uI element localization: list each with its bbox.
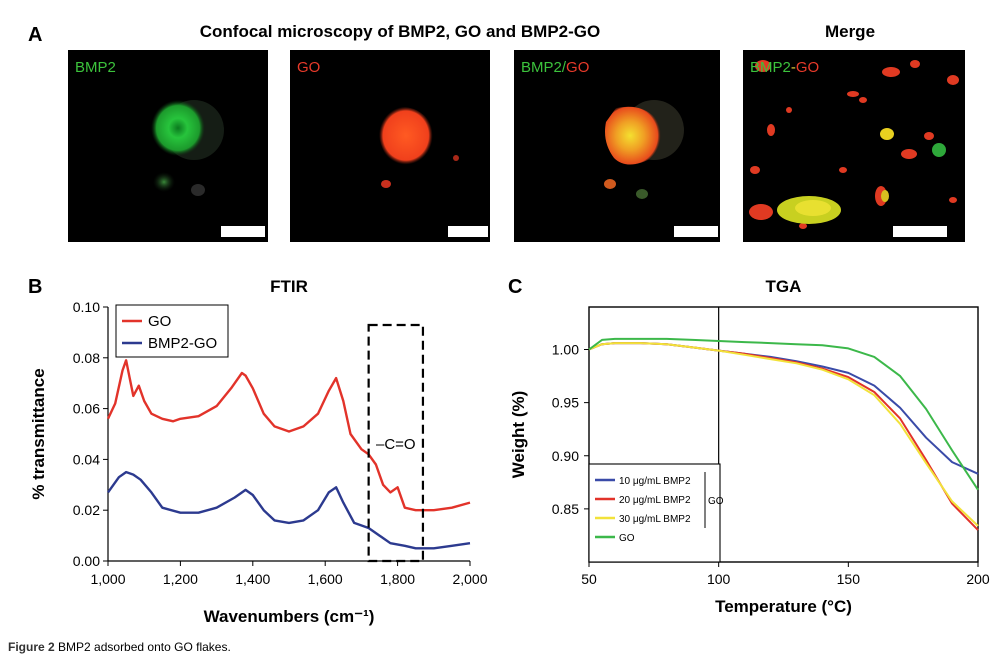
tga-x-tick-label: 100: [707, 571, 731, 587]
tga-x-axis-label: Temperature (°C): [715, 597, 852, 616]
tga-legend-label: 30 μg/mL BMP2: [619, 514, 691, 525]
ftir-chart: FTIR 0.00 0.02 0.04 0.06 0.08 0.10 1,000 1,200 1,…: [29, 277, 488, 626]
ftir-series-line: [107, 470, 471, 550]
figure-caption: Figure 2 BMP2 adsorbed onto GO flakes.: [8, 640, 231, 654]
tga-y-tick-label: 0.85: [552, 501, 579, 517]
ftir-x-axis-label: Wavenumbers (cm⁻¹): [204, 607, 375, 626]
ftir-y-tick-label: 0.04: [73, 451, 100, 467]
ftir-annotation-box: [367, 323, 425, 563]
ftir-title: FTIR: [270, 277, 308, 296]
micrograph-label-part: GO: [795, 59, 820, 76]
tga-y-axis-label: Weight (%): [509, 391, 528, 479]
scale-bar: [674, 226, 718, 237]
micrograph-label: BMP2: [75, 59, 116, 76]
ftir-legend-box: [115, 304, 229, 358]
micrograph-label-part: /: [561, 59, 567, 76]
caption-text: BMP2 adsorbed onto GO flakes.: [58, 640, 231, 654]
micrograph-go-image: [379, 106, 459, 188]
scale-bar: [221, 226, 265, 237]
micrograph-bmp2-image: [151, 100, 224, 196]
micrograph-bmp2: BMP2: [68, 50, 268, 242]
tga-series-line: [588, 337, 979, 491]
micrograph-merge-image: [749, 60, 959, 229]
tga-title: TGA: [766, 277, 802, 296]
micrograph-label-part: GO: [297, 59, 321, 76]
micrograph-go: GO: [290, 50, 490, 242]
micrograph-label-part: BMP2: [750, 59, 791, 76]
micrograph-bmp2-go-image: [604, 100, 684, 199]
micrograph-label-part: GO: [566, 59, 590, 76]
panel-a-title: Confocal microscopy of BMP2, GO and BMP2…: [199, 22, 601, 41]
ftir-series-line: [106, 359, 471, 512]
micrograph-bmp2-go: BMP2/GO: [514, 50, 720, 242]
ftir-x-tick-label: 1,200: [163, 571, 198, 587]
scale-bar: [893, 226, 947, 237]
ftir-annotation-label: –C=O: [376, 436, 416, 453]
panel-c-letter: C: [508, 276, 523, 298]
micrograph-label: GO: [297, 59, 320, 76]
ftir-x-tick-label: 1,800: [380, 571, 415, 587]
merge-title: Merge: [824, 22, 876, 41]
caption-figure-number: Figure 2: [8, 640, 55, 654]
tga-x-tick-label: 50: [581, 571, 597, 587]
tga-legend-label: 20 μg/mL BMP2: [619, 495, 691, 506]
tga-x-tick-label: 200: [966, 571, 990, 587]
tga-legend-label: GO: [619, 533, 635, 544]
ftir-y-tick-label: 0.06: [73, 401, 100, 417]
ftir-y-tick-label: 0.00: [73, 553, 100, 569]
tga-legend-group-label: GO: [708, 496, 724, 507]
tga-y-tick-label: 0.95: [552, 395, 579, 411]
ftir-x-tick-label: 1,600: [308, 571, 343, 587]
ftir-y-axis-label: % transmittance: [29, 368, 48, 499]
scale-bar: [448, 226, 488, 237]
ftir-legend-label: BMP2-GO: [148, 335, 217, 352]
panel-b-letter: B: [28, 276, 43, 298]
tga-y-tick-label: 0.90: [552, 448, 579, 464]
tga-series-line: [588, 342, 979, 527]
micrograph-label-part: BMP2: [75, 59, 116, 76]
micrograph-label-part: -: [790, 59, 796, 76]
micrograph-label: BMP2/GO: [521, 59, 589, 76]
ftir-y-tick-label: 0.08: [73, 350, 100, 366]
tga-plot-frame: [588, 306, 979, 563]
ftir-x-tick-label: 1,000: [90, 571, 125, 587]
micrograph-label: BMP2-GO: [750, 59, 819, 76]
ftir-y-tick-label: 0.10: [73, 299, 100, 315]
panel-a-letter: A: [28, 24, 43, 46]
ftir-y-tick-label: 0.02: [73, 502, 100, 518]
ftir-legend-label: GO: [148, 313, 171, 330]
tga-x-tick-label: 150: [837, 571, 861, 587]
ftir-x-tick-label: 1,400: [235, 571, 270, 587]
tga-chart: TGA 0.85 0.90 0.95 1.00 50 100 150 200 Temperatur…: [509, 277, 990, 616]
tga-legend-label: 10 μg/mL BMP2: [619, 476, 691, 487]
micrograph-merge: BMP2-GO: [743, 50, 965, 242]
tga-y-tick-label: 1.00: [552, 342, 579, 358]
micrograph-label-part: BMP2: [521, 59, 562, 76]
ftir-x-tick-label: 2,000: [452, 571, 487, 587]
